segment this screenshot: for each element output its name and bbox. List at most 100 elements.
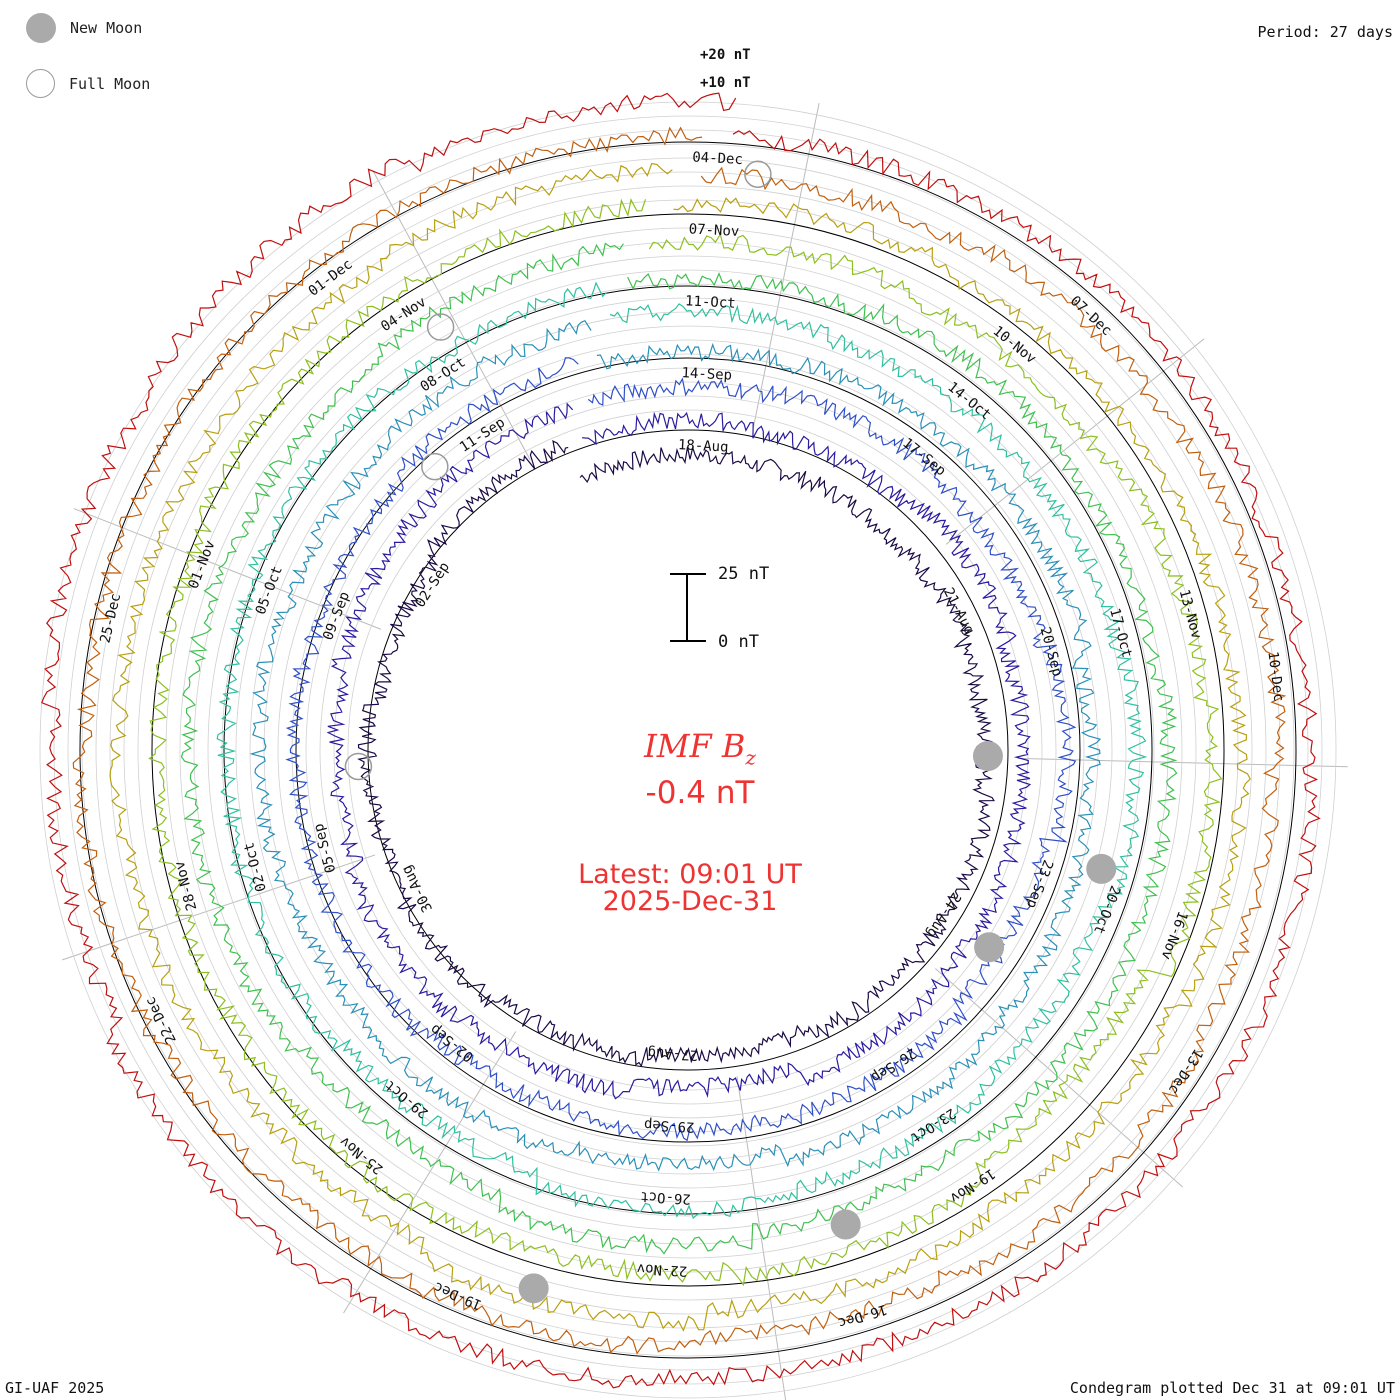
new-moon-marker	[972, 740, 1003, 771]
new-moon-marker	[830, 1209, 861, 1240]
grid-circle	[165, 227, 1211, 1273]
grid-circle	[81, 143, 1295, 1357]
footer-right: Condegram plotted Dec 31 at 09:01 UT	[1069, 1379, 1395, 1397]
grid-circle	[221, 283, 1155, 1217]
date-label: 20-Sep	[1037, 625, 1066, 678]
grid-spoke	[736, 1076, 787, 1400]
date-label: 28-Nov	[172, 859, 201, 912]
series-line-3	[249, 319, 1102, 1172]
date-label: 16-Nov	[1157, 909, 1190, 962]
date-label: 22-Nov	[636, 1260, 687, 1279]
center-title-main: IMF B	[644, 727, 746, 765]
series-line-0	[357, 440, 995, 1068]
scale-plus10: +10 nT	[700, 75, 751, 91]
date-label: 22-Dec	[142, 994, 179, 1046]
moon-markers	[344, 160, 1117, 1304]
footer-left: GI-UAF 2025	[5, 1379, 105, 1397]
date-label: 05-Sep	[311, 822, 340, 875]
date-label: 23-Sep	[1023, 857, 1056, 910]
grid-spoke	[73, 508, 382, 630]
grid-spoke	[753, 103, 820, 427]
center-latest-date: 2025-Dec-31	[602, 886, 778, 917]
grid-circle	[193, 255, 1183, 1245]
center-title: IMF Bz	[540, 727, 860, 769]
date-label: 29-Sep	[644, 1116, 695, 1135]
period-label: Period: 27 days	[1257, 23, 1393, 41]
scale-bar	[670, 573, 706, 642]
grid-circle	[347, 409, 1029, 1091]
grid-circle	[179, 241, 1197, 1259]
legend-new-moon: New Moon	[26, 13, 142, 43]
date-label: 13-Nov	[1176, 588, 1205, 641]
grid-lines	[62, 103, 1348, 1400]
grid-circle	[137, 199, 1239, 1301]
grid-circle	[123, 185, 1253, 1315]
baseline-circle	[223, 285, 1153, 1215]
full-moon-icon	[26, 69, 55, 98]
series-line-6	[148, 198, 1223, 1287]
grid-circle	[207, 269, 1169, 1231]
series-line-4	[216, 281, 1148, 1220]
date-label: 02-Sep	[427, 1021, 476, 1065]
scale-bar-bottom-label: 0 nT	[718, 632, 759, 652]
new-moon-marker	[974, 932, 1005, 963]
grid-spoke	[934, 968, 1183, 1188]
series-line-2	[285, 357, 1077, 1142]
full-moon-marker	[426, 313, 455, 341]
grid-spoke	[343, 1031, 517, 1314]
grid-spoke	[1017, 757, 1348, 768]
series-line-1	[326, 402, 1032, 1100]
date-label: 07-Nov	[688, 221, 739, 240]
ring-circles	[39, 101, 1337, 1399]
baseline-circle	[79, 141, 1297, 1359]
date-label: 11-Oct	[685, 293, 736, 312]
grid-circle	[53, 115, 1323, 1385]
center-value: -0.4 nT	[645, 775, 755, 811]
grid-circle	[39, 101, 1337, 1399]
grid-circle	[235, 297, 1141, 1203]
grid-spoke	[372, 169, 531, 461]
baseline-circle	[151, 213, 1225, 1287]
full-moon-marker	[421, 452, 449, 481]
center-latest-time: Latest: 09:01 UT	[578, 859, 802, 890]
full-moon-marker	[344, 752, 373, 781]
date-label: 21-Aug	[940, 585, 977, 637]
baseline-circle	[295, 357, 1081, 1143]
date-label: 20-Oct	[1090, 883, 1123, 936]
new-moon-marker	[1086, 853, 1117, 884]
legend-new-moon-label: New Moon	[70, 19, 143, 37]
grid-circle	[319, 381, 1057, 1119]
date-label: 14-Oct	[944, 379, 993, 423]
date-label: 13-Dec	[1165, 1046, 1206, 1097]
grid-circle	[249, 311, 1127, 1189]
grid-spoke	[945, 338, 1205, 545]
series-line-7	[109, 162, 1251, 1332]
grid-circle	[291, 353, 1085, 1147]
date-label: 26-Oct	[640, 1188, 691, 1207]
scale-bar-top-label: 25 nT	[718, 564, 770, 584]
series-line-8	[72, 126, 1287, 1355]
date-label: 24-Aug	[923, 889, 964, 940]
date-label: 08-Oct	[418, 354, 469, 395]
center-title-sub: z	[745, 745, 756, 770]
series-line-9	[41, 92, 1321, 1389]
date-label: 23-Oct	[907, 1105, 958, 1146]
series-line-5	[180, 242, 1178, 1255]
full-moon-marker	[744, 160, 772, 188]
baseline-circle	[367, 429, 1009, 1071]
date-label: 19-Dec	[432, 1278, 485, 1312]
new-moon-marker	[518, 1273, 549, 1304]
series-layer	[41, 92, 1321, 1389]
date-label: 07-Dec	[1067, 293, 1115, 339]
legend-full-moon: Full Moon	[26, 69, 150, 98]
date-label: 18-Aug	[678, 437, 729, 456]
grid-circle	[333, 395, 1043, 1105]
new-moon-icon	[26, 13, 56, 43]
scale-plus20: +20 nT	[700, 47, 751, 63]
date-label: 14-Sep	[681, 365, 732, 384]
legend-full-moon-label: Full Moon	[69, 74, 151, 93]
grid-circle	[109, 171, 1267, 1329]
date-label: 10-Dec	[1264, 650, 1286, 702]
grid-circle	[67, 129, 1309, 1371]
